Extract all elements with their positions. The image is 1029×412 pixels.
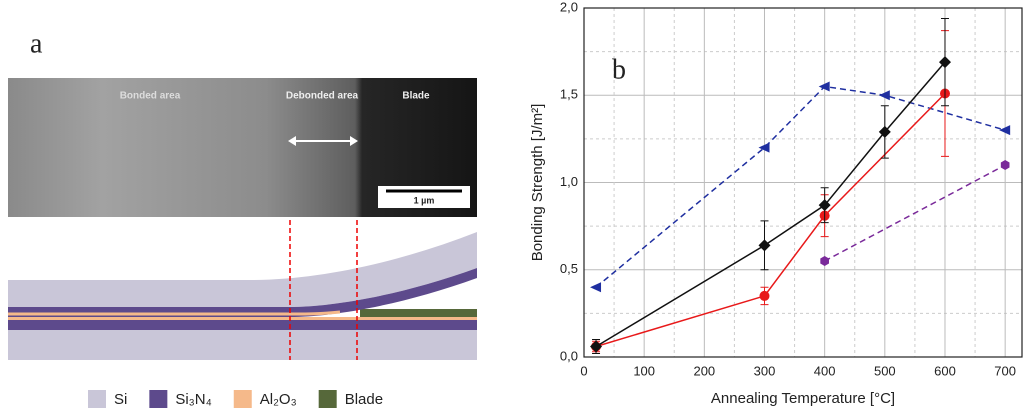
x-axis-label: Annealing Temperature [°C] — [711, 390, 895, 407]
legend-label: Al₂O₃ — [260, 391, 297, 408]
plot-frame — [583, 7, 1023, 358]
si-layer — [8, 330, 477, 360]
point — [820, 256, 829, 267]
si-layer-top — [8, 232, 477, 307]
y-tick-label: 0,5 — [560, 261, 578, 276]
y-tick-label: 2,0 — [560, 0, 578, 14]
point — [818, 199, 831, 212]
legend-swatch — [149, 390, 168, 408]
point — [818, 81, 830, 92]
photo-label: Bonded area — [120, 91, 181, 102]
x-tick-label: 0 — [580, 363, 587, 378]
blade — [360, 309, 477, 317]
x-tick-label: 500 — [874, 363, 896, 378]
point — [759, 290, 770, 301]
panel-label: b — [612, 54, 626, 85]
legend-label: Si — [114, 391, 127, 408]
arrow-head — [288, 136, 358, 146]
nitride-layer-top — [8, 268, 477, 317]
y-axis-label: Bonding Strength [J/m²] — [529, 104, 546, 262]
photo-label: Debonded area — [286, 91, 359, 102]
x-tick-label: 100 — [633, 363, 655, 378]
panel-label: a — [30, 28, 43, 59]
y-tick-label: 0,0 — [560, 348, 578, 363]
x-tick-label: 300 — [754, 363, 776, 378]
point — [590, 282, 602, 293]
x-tick-label: 200 — [693, 363, 715, 378]
legend-swatch — [88, 390, 106, 408]
chart: 0,0 0,5 1,0 1,5 2,0 0 100 200 300 400 500 600 700 Ann… — [529, 0, 1023, 407]
point — [758, 239, 771, 252]
alumina-layer — [8, 317, 477, 320]
x-tick-label: 700 — [994, 363, 1016, 378]
y-tick-label: 1,5 — [560, 87, 578, 102]
series-line — [595, 85, 1006, 288]
nitride-layer — [8, 320, 477, 330]
point — [878, 90, 890, 101]
point — [590, 340, 603, 353]
legend-label: Si₃N₄ — [175, 391, 211, 408]
series-line — [595, 61, 946, 348]
legend-swatch — [233, 390, 252, 408]
x-tick-label: 400 — [814, 363, 836, 378]
point — [938, 56, 951, 69]
series-line — [595, 92, 946, 348]
point — [1000, 160, 1010, 171]
legend-swatch — [318, 390, 337, 408]
point — [878, 125, 891, 138]
point — [758, 142, 770, 153]
series-line — [824, 164, 1006, 262]
legend-label: Blade — [345, 391, 383, 408]
alumina-layer-top — [8, 310, 341, 316]
x-tick-label: 600 — [934, 363, 956, 378]
y-tick-label: 1,0 — [560, 174, 578, 189]
photo-label: Blade — [402, 91, 430, 102]
scale-label: 1 µm — [414, 195, 435, 205]
point — [999, 125, 1011, 136]
legend: Si Si₃N₄ Al₂O₃ Blade — [88, 390, 383, 408]
